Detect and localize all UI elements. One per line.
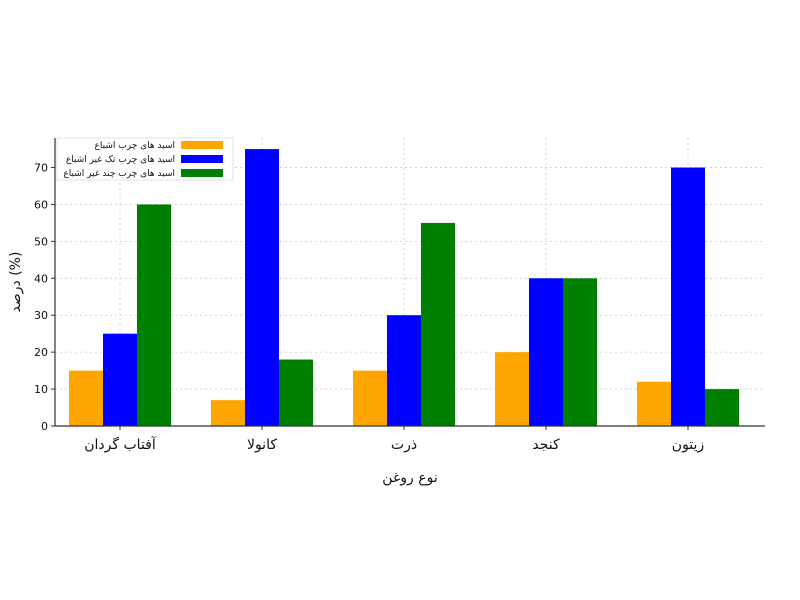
x-axis-label: نوع روغن <box>382 470 437 486</box>
bar <box>279 359 313 426</box>
legend-label: اسید های چرب اشباع <box>95 141 175 151</box>
y-tick-label: 70 <box>34 162 48 175</box>
legend: اسید های چرب اشباع اسید های چرب تک غیر اش… <box>56 137 234 181</box>
legend-label: اسید های چرب چند غیر اشباع <box>63 169 175 179</box>
y-tick-label: 20 <box>34 346 48 359</box>
bar <box>211 400 245 426</box>
y-axis-label: درصد (%) <box>8 252 24 313</box>
bar <box>103 333 137 426</box>
bar <box>137 204 171 426</box>
y-tick-label: 40 <box>34 272 48 285</box>
bar <box>353 370 387 426</box>
bar <box>563 278 597 426</box>
legend-label: اسید های چرب تک غیر اشباع <box>66 155 175 165</box>
x-tick-label: آفتاب گردان <box>84 436 157 453</box>
y-ticks: 0 10 20 30 40 50 60 70 <box>34 162 55 433</box>
y-tick-label: 30 <box>34 309 48 322</box>
legend-swatch <box>181 169 223 177</box>
y-tick-label: 0 <box>41 420 48 433</box>
x-ticks: آفتاب گردان کانولا ذرت کنجد زیتون <box>84 426 704 453</box>
legend-swatch <box>181 141 223 149</box>
x-tick-label: ذرت <box>391 437 417 453</box>
bar <box>69 370 103 426</box>
y-tick-label: 50 <box>34 235 48 248</box>
y-tick-label: 10 <box>34 383 48 396</box>
y-tick-label: 60 <box>34 198 48 211</box>
axes <box>54 138 765 427</box>
legend-swatch <box>181 155 223 163</box>
bar <box>387 315 421 426</box>
bar <box>671 167 705 427</box>
bar <box>421 222 455 426</box>
x-tick-label: کنجد <box>532 437 560 453</box>
bars <box>69 149 739 427</box>
bar <box>529 278 563 426</box>
bar <box>245 149 279 427</box>
x-tick-label: کانولا <box>247 437 277 453</box>
bar <box>495 352 529 426</box>
bar <box>705 389 739 426</box>
x-tick-label: زیتون <box>672 437 704 453</box>
bar <box>637 381 671 426</box>
